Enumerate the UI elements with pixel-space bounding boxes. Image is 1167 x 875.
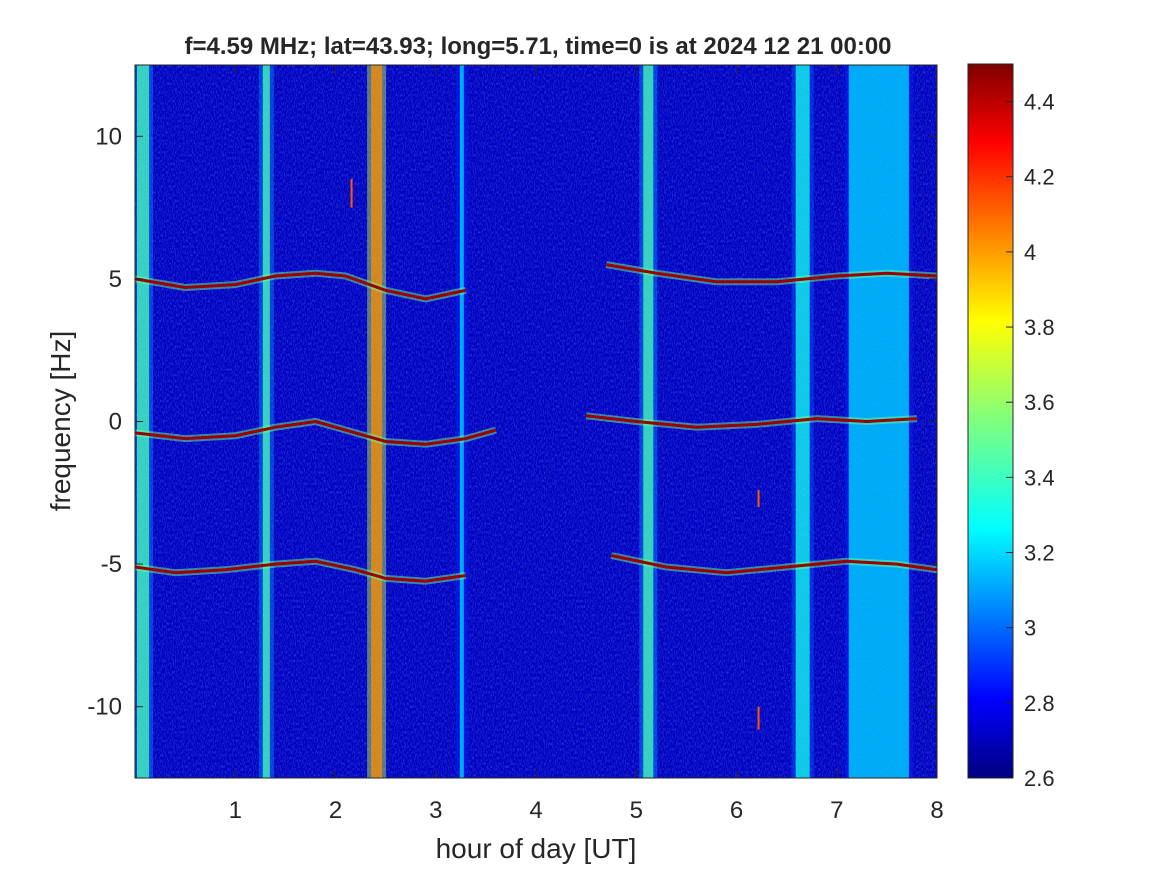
x-tick-label: 8	[930, 797, 943, 824]
trace-4	[585, 414, 917, 429]
x-tick-label: 1	[229, 797, 242, 824]
trace-5	[610, 554, 937, 575]
band-3	[459, 65, 464, 778]
doppler-traces	[135, 261, 937, 585]
trace-3	[605, 263, 937, 284]
band-1	[262, 65, 270, 778]
y-tick-label: -5	[101, 551, 122, 578]
colorbar-tick-label: 2.8	[1024, 691, 1055, 716]
colorbar-tick-label: 3.2	[1024, 541, 1055, 566]
band-2	[371, 65, 383, 778]
colorbar	[967, 63, 1014, 779]
x-tick-label: 4	[529, 797, 542, 824]
colorbar-ticks: 2.6 2.8 3 3.2 3.4 3.6 3.8 4 4.2 4.4	[1006, 90, 1055, 791]
x-tick-label: 3	[429, 797, 442, 824]
artifact-marks	[350, 179, 760, 730]
plot-area	[135, 65, 937, 778]
x-axis-ticks: 1 2 3 4 5 6 7 8	[229, 65, 944, 824]
chart-title: f=4.59 MHz; lat=43.93; long=5.71, time=0…	[184, 33, 891, 60]
x-tick-label: 6	[730, 797, 743, 824]
colorbar-tick-label: 2.6	[1024, 766, 1055, 791]
colorbar-tick-label: 4	[1024, 240, 1036, 265]
colorbar-tick-label: 3.8	[1024, 315, 1055, 340]
band-0	[137, 65, 150, 778]
trace-0	[135, 271, 467, 301]
x-tick-label: 2	[329, 797, 342, 824]
colorbar-tick-label: 3.4	[1024, 465, 1055, 490]
y-tick-label: 0	[109, 409, 122, 436]
colorbar-tick-label: 4.2	[1024, 165, 1055, 190]
x-axis-label: hour of day [UT]	[436, 833, 637, 864]
colorbar-tick-label: 3	[1024, 616, 1036, 641]
colorbar-tick-label: 4.4	[1024, 90, 1055, 115]
y-axis-ticks: -10 -5 0 5 10	[87, 123, 937, 721]
y-axis-label: frequency [Hz]	[45, 331, 76, 512]
y-tick-label: -10	[87, 694, 122, 721]
y-tick-label: 5	[109, 266, 122, 293]
trace-2	[135, 559, 467, 583]
y-tick-label: 10	[95, 123, 122, 150]
colorbar-tick-label: 3.6	[1024, 390, 1055, 415]
x-tick-label: 5	[630, 797, 643, 824]
x-tick-label: 7	[830, 797, 843, 824]
trace-1	[135, 420, 497, 446]
